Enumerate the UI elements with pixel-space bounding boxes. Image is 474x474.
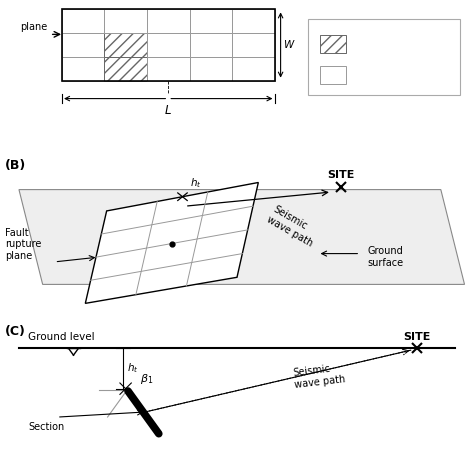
- Text: $h_t$: $h_t$: [190, 176, 201, 190]
- Text: Fault
rupture
plane: Fault rupture plane: [5, 228, 41, 261]
- Bar: [147, 33, 190, 57]
- Bar: [232, 57, 275, 81]
- Bar: [104, 33, 147, 57]
- Polygon shape: [85, 182, 258, 303]
- Bar: [320, 66, 346, 84]
- Text: (B): (B): [5, 159, 26, 172]
- Text: Section: Section: [28, 422, 64, 432]
- Bar: [104, 9, 147, 33]
- Text: Seismic
wave path: Seismic wave path: [265, 204, 320, 248]
- Text: $h_t$: $h_t$: [127, 362, 139, 375]
- Text: (C): (C): [5, 325, 26, 337]
- Bar: [147, 57, 190, 81]
- Text: L: L: [165, 104, 172, 117]
- Text: W: W: [284, 40, 295, 50]
- Bar: [320, 35, 346, 53]
- Text: $\beta_1$: $\beta_1$: [140, 372, 153, 386]
- Text: Non-asperities: Non-asperities: [353, 70, 428, 81]
- Bar: [147, 9, 190, 33]
- Text: SITE: SITE: [328, 170, 355, 180]
- Text: SITE: SITE: [403, 332, 431, 342]
- Text: Ground
surface: Ground surface: [367, 246, 403, 268]
- Text: Ground level: Ground level: [28, 332, 95, 342]
- Bar: [62, 9, 275, 81]
- Bar: [232, 9, 275, 33]
- Bar: [190, 33, 232, 57]
- Bar: [62, 57, 104, 81]
- Bar: [308, 19, 460, 95]
- Bar: [62, 33, 104, 57]
- Text: Asperities: Asperities: [353, 39, 405, 49]
- Text: plane: plane: [20, 22, 47, 32]
- Bar: [232, 33, 275, 57]
- Bar: [190, 9, 232, 33]
- Bar: [190, 57, 232, 81]
- Bar: [104, 57, 147, 81]
- Polygon shape: [19, 190, 465, 284]
- Text: Seismic
wave path: Seismic wave path: [292, 363, 346, 390]
- Bar: [62, 9, 104, 33]
